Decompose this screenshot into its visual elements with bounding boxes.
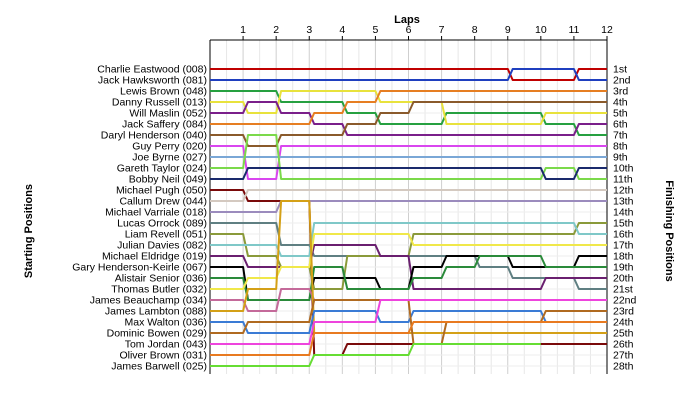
driver-position-line (210, 68, 607, 81)
finishing-position-label: 9th (613, 152, 628, 164)
finishing-position-label: 4th (613, 97, 628, 109)
lap-tick-label: 5 (372, 24, 378, 36)
lap-tick-label: 3 (306, 24, 312, 36)
lap-tick-label: 9 (505, 24, 511, 36)
starting-driver-label: Will Maslin (052) (129, 108, 207, 120)
finishing-position-label: 15th (613, 218, 634, 230)
finishing-position-label: 6th (613, 119, 628, 131)
driver-position-line (210, 134, 607, 180)
finishing-position-label: 16th (613, 229, 634, 241)
driver-position-line (210, 101, 607, 147)
x-axis-title: Laps (394, 14, 420, 26)
starting-driver-label: Gary Henderson-Keirle (067) (72, 262, 207, 274)
finishing-position-label: 18th (613, 251, 634, 263)
starting-driver-label: Oliver Brown (031) (119, 350, 207, 362)
driver-position-line (210, 101, 607, 136)
starting-driver-label: Lewis Brown (048) (120, 86, 207, 98)
starting-driver-label: Julian Davies (082) (117, 240, 207, 252)
starting-driver-label: Max Walton (036) (125, 317, 207, 329)
starting-driver-label: Gareth Taylor (024) (117, 163, 207, 175)
starting-driver-label: Jack Saffery (084) (122, 119, 207, 131)
finishing-position-label: 8th (613, 141, 628, 153)
driver-position-line (210, 189, 607, 202)
starting-driver-label: Daryl Henderson (040) (101, 130, 207, 142)
right-axis-title: Finishing Positions (663, 180, 675, 281)
finishing-position-label: 28th (613, 361, 634, 373)
finishing-position-label: 25th (613, 328, 634, 340)
driver-position-line (210, 200, 607, 213)
starting-driver-label: Alistair Senior (036) (115, 273, 207, 285)
finishing-position-label: 24th (613, 317, 634, 329)
driver-position-line (210, 310, 607, 334)
finishing-position-label: 11th (613, 174, 633, 186)
starting-driver-label: Danny Russell (013) (112, 97, 207, 109)
lap-ticks: 1 2 3 4 5 6 7 8 9 10 11 12 (240, 24, 613, 40)
lap-tick-label: 10 (535, 24, 547, 36)
finishing-position-label: 13th (613, 196, 634, 208)
lap-tick-label: 8 (472, 24, 478, 36)
finishing-position-label: 2nd (613, 75, 631, 87)
starting-driver-label: Tom Jordan (043) (125, 339, 207, 351)
starting-driver-label: Guy Perry (020) (132, 141, 207, 153)
starting-driver-label: James Barwell (025) (111, 361, 207, 373)
finishing-position-label: 27th (613, 350, 634, 362)
finishing-position-label: 19th (613, 262, 634, 274)
driver-position-line (210, 222, 607, 257)
lap-tick-label: 4 (339, 24, 345, 36)
starting-driver-label: Michael Pugh (050) (116, 185, 207, 197)
finishing-position-label: 20th (613, 273, 634, 285)
lap-tick-label: 6 (406, 24, 412, 36)
lap-tick-label: 2 (273, 24, 279, 36)
starting-position-labels: Charlie Eastwood (008)Jack Hawksworth (0… (72, 64, 207, 373)
finishing-position-label: 21st (613, 284, 633, 296)
finishing-position-label: 3rd (613, 86, 628, 98)
driver-position-line (210, 90, 607, 125)
starting-driver-label: Jack Hawksworth (081) (98, 75, 207, 87)
finishing-position-label: 14th (613, 207, 634, 219)
driver-position-line (210, 90, 607, 125)
lap-tick-label: 1 (240, 24, 246, 36)
starting-driver-label: Charlie Eastwood (008) (97, 64, 207, 76)
finishing-position-label: 1st (613, 64, 627, 76)
starting-driver-label: Callum Drew (044) (119, 196, 207, 208)
starting-driver-label: Lucas Orrock (089) (117, 218, 207, 230)
left-axis-title: Starting Positions (23, 184, 35, 278)
driver-position-line (210, 90, 607, 136)
finishing-position-label: 22nd (613, 295, 637, 307)
starting-driver-label: Michael Varriale (018) (105, 207, 207, 219)
driver-position-line (210, 68, 607, 81)
finishing-position-label: 23rd (613, 306, 634, 318)
starting-driver-label: Bobby Neil (049) (129, 174, 207, 186)
series-lines (210, 68, 607, 367)
lap-tick-label: 11 (568, 24, 579, 36)
lap-tick-label: 12 (601, 24, 613, 36)
starting-driver-label: James Lambton (088) (105, 306, 207, 318)
starting-driver-label: Liam Revell (051) (125, 229, 207, 241)
starting-driver-label: Michael Eldridge (019) (102, 251, 207, 263)
starting-driver-label: Joe Byrne (027) (132, 152, 207, 164)
driver-position-line (210, 255, 607, 301)
driver-position-line (210, 167, 607, 180)
driver-position-line (210, 145, 607, 180)
driver-position-line (210, 321, 607, 356)
finishing-position-label: 26th (613, 339, 634, 351)
finishing-position-label: 5th (613, 108, 628, 120)
starting-driver-label: Thomas Butler (032) (111, 284, 207, 296)
finishing-position-label: 7th (613, 130, 628, 142)
driver-position-line (210, 343, 541, 367)
finishing-position-label: 17th (613, 240, 634, 252)
finishing-position-label: 12th (613, 185, 634, 197)
lap-tick-label: 7 (439, 24, 445, 36)
finishing-position-labels: 1st2nd3rd4th5th6th7th8th9th10th11th12th1… (613, 64, 637, 373)
starting-driver-label: James Beauchamp (034) (90, 295, 207, 307)
driver-position-line (210, 299, 607, 345)
driver-position-line (210, 244, 607, 290)
finishing-position-label: 10th (613, 163, 634, 175)
starting-driver-label: Dominic Bowen (029) (107, 328, 207, 340)
